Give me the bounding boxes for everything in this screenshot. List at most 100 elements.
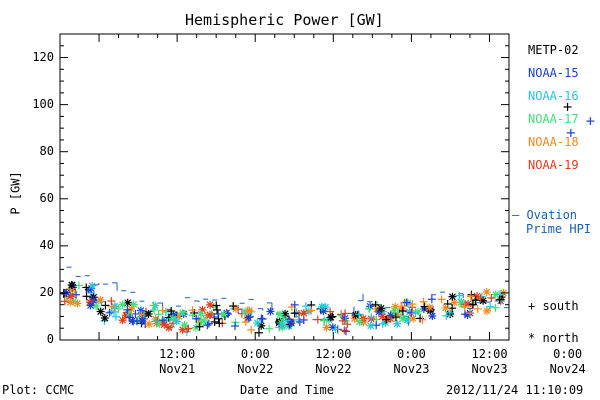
north-marker [428, 311, 437, 320]
x-tick-time-label: 0:00 [553, 347, 583, 361]
south-marker [408, 300, 417, 309]
south-marker [151, 317, 160, 326]
north-marker [281, 309, 290, 318]
south-marker [341, 327, 350, 336]
x-tick-time-label: 0:00 [240, 347, 270, 361]
north-marker [299, 309, 308, 318]
north-marker [144, 309, 153, 318]
south-marker [468, 301, 477, 310]
south-marker [307, 306, 316, 315]
south-marker [391, 313, 400, 322]
north-marker [482, 306, 491, 315]
south-marker [445, 308, 454, 317]
x-tick-date-label: Nov23 [393, 362, 430, 376]
south-marker [82, 283, 91, 292]
plot-frame [59, 33, 510, 341]
north-marker [164, 323, 173, 332]
south-marker [301, 302, 310, 311]
south-marker [299, 315, 308, 324]
north-marker [377, 304, 386, 313]
south-marker [101, 301, 110, 310]
x-tick-time-label: 12:00 [159, 347, 196, 361]
north-marker [393, 319, 402, 328]
y-axis-label: P [GW] [8, 171, 23, 215]
south-marker [229, 302, 238, 311]
north-marker [180, 321, 189, 330]
south-marker [150, 305, 159, 314]
south-marker [419, 297, 428, 306]
south-marker [365, 304, 374, 313]
south-marker [290, 300, 299, 309]
legend-series-noaa-17: NOAA-17 [528, 112, 579, 126]
legend-series-noaa-19: NOAA-19 [528, 158, 579, 172]
north-marker [145, 320, 154, 329]
x-tick-time-label: 0:00 [396, 347, 426, 361]
south-marker [105, 308, 114, 317]
south-marker [254, 328, 263, 337]
north-marker [67, 281, 76, 290]
north-marker [366, 321, 375, 330]
y-tick-label: 0 [46, 332, 54, 346]
south-marker [195, 322, 204, 331]
south-marker [469, 300, 478, 309]
south-marker [467, 290, 476, 299]
south-marker [566, 128, 575, 137]
south-marker [231, 321, 240, 330]
north-marker [482, 288, 491, 297]
south-marker [295, 317, 304, 326]
x-tick-time-label: 12:00 [315, 347, 352, 361]
x-tick-date-label: Nov22 [315, 362, 352, 376]
south-marker [213, 305, 222, 314]
south-marker [290, 309, 299, 318]
north-marker [403, 316, 412, 325]
south-marker [461, 310, 470, 319]
south-marker [107, 297, 116, 306]
north-marker [206, 300, 215, 309]
south-marker [340, 326, 349, 335]
north-marker [275, 310, 284, 319]
south-marker [126, 313, 135, 322]
south-marker [455, 291, 464, 300]
south-marker [111, 312, 120, 321]
north-marker [473, 292, 482, 301]
footer-plot-source: Plot: CCMC [2, 383, 75, 397]
south-marker [257, 314, 266, 323]
south-marker [247, 325, 256, 334]
ovation-legend-line1: — Ovation [512, 208, 578, 222]
y-tick-label: 120 [32, 49, 54, 64]
north-marker [326, 313, 335, 322]
scatter-points [59, 102, 595, 337]
south-marker [476, 294, 485, 303]
y-tick-label: 80 [39, 143, 54, 158]
legend-series-metp-02: METP-02 [528, 43, 579, 57]
south-marker-legend: + south [528, 299, 579, 313]
legend-series-noaa-18: NOAA-18 [528, 135, 579, 149]
south-marker [471, 296, 480, 305]
north-marker [257, 321, 266, 330]
x-axis-label: Date and Time [240, 383, 334, 397]
north-marker [178, 308, 187, 317]
south-marker [167, 306, 176, 315]
south-marker [184, 324, 193, 333]
south-marker [466, 309, 475, 318]
north-marker [172, 317, 181, 326]
south-marker [460, 302, 469, 311]
south-marker [109, 307, 118, 316]
north-marker [441, 304, 450, 313]
y-tick-label: 100 [32, 96, 54, 111]
south-marker [192, 314, 201, 323]
north-marker [266, 307, 275, 316]
south-marker [158, 306, 167, 315]
south-marker [246, 312, 255, 321]
south-marker [491, 303, 500, 312]
south-marker [188, 306, 197, 315]
north-marker [96, 295, 105, 304]
north-marker [355, 317, 364, 326]
north-marker [160, 320, 169, 329]
south-marker [418, 315, 427, 324]
chart-title: Hemispheric Power [GW] [185, 11, 384, 29]
footer-timestamp: 2012/11/24 11:10:09 [446, 383, 584, 397]
south-marker [382, 315, 391, 324]
south-marker [402, 298, 411, 307]
